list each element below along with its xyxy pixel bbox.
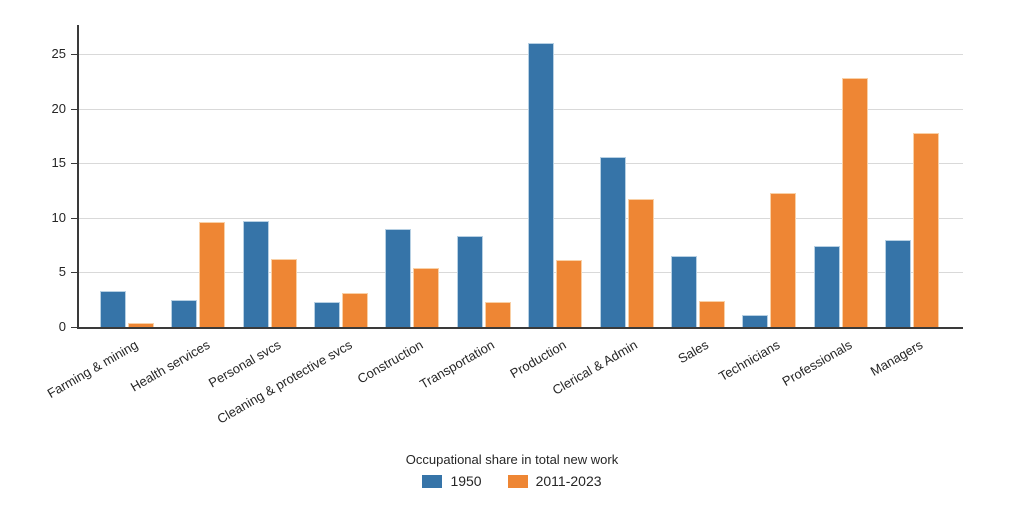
y-tick-mark-0 (71, 327, 78, 328)
bar-2011-2023-Personal svcs (270, 259, 297, 327)
bar-1950-Managers (884, 240, 911, 327)
y-tick-mark-25 (71, 54, 78, 55)
y-tick-mark-5 (71, 272, 78, 274)
x-tick-label-Construction: Construction (355, 337, 426, 387)
bar-1950-Professionals (813, 246, 840, 327)
x-tick-label-Production: Production (507, 337, 569, 382)
bar-2011-2023-Health services (199, 222, 226, 327)
gridline-20 (79, 108, 963, 110)
bar-2011-2023-Production (556, 260, 583, 327)
bar-1950-Personal svcs (242, 221, 269, 327)
x-tick-label-Technicians: Technicians (716, 337, 783, 384)
bar-2011-2023-Farming & mining (128, 323, 154, 327)
y-axis-spine (77, 25, 79, 329)
legend: Occupational share in total new work 195… (0, 452, 1024, 489)
bar-1950-Health services (171, 300, 198, 327)
y-tick-mark-15 (71, 163, 78, 165)
x-tick-label-Transportation: Transportation (417, 337, 498, 392)
x-tick-label-Health services: Health services (127, 337, 212, 395)
gridline-15 (79, 163, 963, 165)
bar-2011-2023-Sales (698, 301, 725, 327)
bar-2011-2023-Transportation (484, 302, 511, 327)
legend-label-1950: 1950 (450, 473, 482, 489)
x-tick-label-Cleaning & protective svcs: Cleaning & protective svcs (214, 337, 355, 427)
bar-1950-Production (528, 43, 555, 327)
gridline-25 (79, 54, 963, 55)
legend-item-2011-2023: 2011-2023 (507, 473, 602, 489)
legend-swatch-2011-2023-icon (507, 474, 528, 488)
legend-item-1950: 1950 (422, 473, 482, 489)
bar-1950-Farming & mining (100, 291, 126, 327)
y-tick-mark-10 (71, 217, 78, 219)
legend-swatch-1950-icon (422, 474, 443, 488)
legend-label-2011-2023: 2011-2023 (535, 473, 602, 489)
x-tick-label-Farming & mining: Farming & mining (44, 337, 141, 401)
legend-title: Occupational share in total new work (405, 452, 619, 467)
y-tick-label-25: 25 (51, 46, 66, 61)
gridline-10 (79, 217, 963, 219)
bar-1950-Construction (385, 229, 412, 327)
bar-1950-Clerical & Admin (599, 157, 626, 327)
gridline-5 (79, 272, 963, 274)
bar-1950-Transportation (456, 236, 483, 327)
bar-2011-2023-Technicians (770, 193, 797, 327)
y-tick-label-15: 15 (51, 155, 66, 171)
x-tick-label-Managers: Managers (867, 337, 926, 379)
y-tick-label-0: 0 (58, 319, 66, 334)
bar-1950-Sales (670, 256, 697, 327)
x-tick-label-Sales: Sales (675, 337, 712, 367)
bar-1950-Technicians (742, 315, 769, 327)
bar-2011-2023-Cleaning & protective svcs (342, 293, 369, 327)
bar-2011-2023-Clerical & Admin (627, 199, 654, 327)
bar-2011-2023-Managers (912, 133, 939, 327)
bar-2011-2023-Construction (413, 268, 440, 327)
y-tick-label-20: 20 (51, 100, 66, 116)
y-tick-label-5: 5 (58, 264, 66, 280)
bar-1950-Cleaning & protective svcs (314, 302, 341, 327)
x-axis-spine (78, 327, 963, 329)
bar-2011-2023-Professionals (841, 78, 868, 327)
y-tick-label-10: 10 (51, 209, 66, 225)
legend-row: 1950 2011-2023 (422, 473, 602, 489)
y-tick-mark-20 (71, 108, 78, 110)
x-tick-label-Professionals: Professionals (779, 337, 855, 390)
